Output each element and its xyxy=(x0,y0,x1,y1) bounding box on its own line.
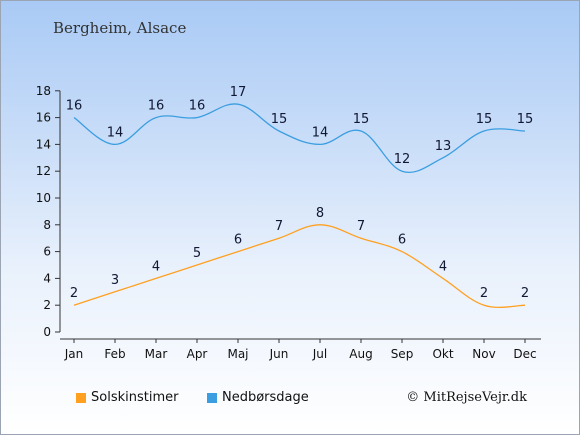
x-tick-label: Maj xyxy=(227,347,248,361)
legend-item-rain-days: Nedbørsdage xyxy=(207,390,309,405)
data-label-sunshine: 2 xyxy=(70,286,78,301)
x-tick-label: Feb xyxy=(104,347,125,361)
data-label-sunshine: 7 xyxy=(275,219,283,234)
y-tick-label: 6 xyxy=(43,245,51,259)
x-tick-label: Jul xyxy=(312,347,327,361)
data-label-sunshine: 2 xyxy=(480,286,488,301)
y-tick-label: 16 xyxy=(36,111,51,125)
data-label-sunshine: 3 xyxy=(111,273,119,288)
legend-item-sunshine: Solskinstimer xyxy=(76,390,178,405)
data-label-rain-days: 15 xyxy=(517,112,534,127)
data-label-rain-days: 14 xyxy=(107,125,124,140)
y-tick-label: 0 xyxy=(43,325,51,339)
series-line-rain-days xyxy=(73,103,526,173)
x-tick-label: Sep xyxy=(391,347,414,361)
x-tick-label: Jun xyxy=(269,347,289,361)
data-label-sunshine: 6 xyxy=(234,233,242,248)
legend-label-sunshine: Solskinstimer xyxy=(91,390,179,405)
data-label-sunshine: 4 xyxy=(152,259,160,274)
x-tick-label: Okt xyxy=(432,347,453,361)
data-label-rain-days: 13 xyxy=(435,139,452,154)
data-label-rain-days: 16 xyxy=(189,99,206,114)
data-label-sunshine: 4 xyxy=(439,259,447,274)
x-tick-label: Aug xyxy=(349,347,372,361)
data-label-rain-days: 15 xyxy=(353,112,370,127)
data-label-sunshine: 5 xyxy=(193,246,201,261)
x-tick-label: Apr xyxy=(187,347,208,361)
data-label-rain-days: 15 xyxy=(271,112,288,127)
data-label-rain-days: 17 xyxy=(230,85,247,100)
series-line-sunshine xyxy=(73,224,526,308)
x-tick-label: Dec xyxy=(513,347,536,361)
legend-swatch-sunshine xyxy=(76,392,86,403)
data-label-rain-days: 15 xyxy=(476,112,493,127)
x-tick-label: Nov xyxy=(472,347,495,361)
legend-swatch-rain-days xyxy=(207,392,217,403)
y-tick-label: 10 xyxy=(36,191,51,205)
y-tick-label: 8 xyxy=(43,218,51,232)
data-label-sunshine: 6 xyxy=(398,233,406,248)
data-label-rain-days: 16 xyxy=(148,99,165,114)
x-tick-label: Mar xyxy=(145,347,168,361)
credit-text: © MitRejseVejr.dk xyxy=(406,390,527,405)
y-tick-label: 18 xyxy=(36,84,51,98)
data-label-rain-days: 16 xyxy=(66,99,83,114)
y-tick-label: 4 xyxy=(43,271,51,285)
legend-label-rain-days: Nedbørsdage xyxy=(222,390,309,405)
location-title: Bergheim, Alsace xyxy=(53,19,187,37)
data-label-sunshine: 7 xyxy=(357,219,365,234)
data-label-sunshine: 8 xyxy=(316,206,324,221)
y-tick-label: 2 xyxy=(43,298,51,312)
y-tick-label: 14 xyxy=(36,137,51,151)
x-tick-label: Jan xyxy=(64,347,84,361)
y-tick-label: 12 xyxy=(36,164,51,178)
data-label-sunshine: 2 xyxy=(521,286,529,301)
data-label-rain-days: 14 xyxy=(312,125,329,140)
data-label-rain-days: 12 xyxy=(394,152,411,167)
